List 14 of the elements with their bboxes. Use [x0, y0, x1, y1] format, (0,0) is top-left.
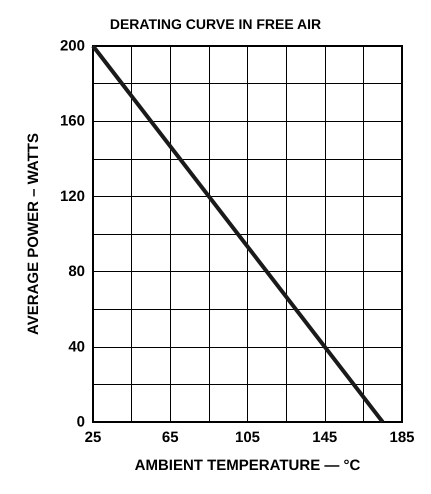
x-tick-label: 65	[162, 429, 179, 446]
x-tick-label: 145	[312, 429, 338, 446]
y-tick-label: 80	[68, 263, 85, 280]
x-tick-label: 105	[234, 429, 260, 446]
x-tick-label: 25	[84, 429, 102, 446]
y-axis-title: AVERAGE POWER – WATTS	[25, 133, 42, 335]
y-tick-label: 40	[68, 338, 85, 356]
x-axis-title: AMBIENT TEMPERATURE — °C	[134, 457, 361, 474]
y-tick-label: 120	[60, 188, 85, 205]
y-tick-label: 160	[60, 112, 85, 130]
y-tick-label: 200	[60, 38, 85, 54]
y-tick-label: 0	[76, 414, 85, 430]
chart-title: DERATING CURVE IN FREE AIR	[110, 16, 322, 32]
x-tick-label: 185	[389, 429, 415, 446]
